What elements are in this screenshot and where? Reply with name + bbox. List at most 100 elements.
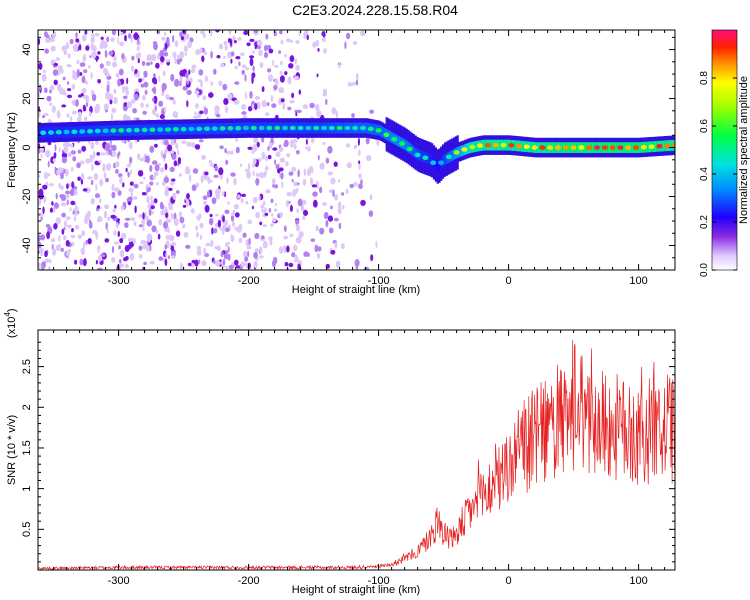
y-tick-label: 1 — [21, 486, 33, 492]
ridge-peak — [235, 126, 241, 131]
noise-speck — [234, 40, 237, 43]
noise-speck — [84, 217, 89, 224]
noise-speck — [296, 188, 299, 194]
spectrogram-panel: -300 -200 -100 0 100 -40-2002040 Height of s… — [6, 27, 678, 296]
noise-speck — [195, 144, 200, 150]
noise-speck — [94, 173, 98, 180]
ridge-peak — [344, 126, 350, 131]
noise-speck — [174, 218, 179, 226]
noise-speck — [272, 60, 274, 67]
noise-speck — [77, 235, 82, 239]
noise-speck — [360, 179, 363, 185]
noise-speck — [88, 158, 93, 162]
noise-speck — [122, 182, 124, 187]
noise-speck — [117, 37, 119, 45]
ridge-peak — [126, 128, 132, 133]
noise-speck — [191, 68, 195, 73]
noise-speck — [292, 179, 294, 183]
noise-speck — [100, 152, 105, 155]
noise-speck — [319, 163, 324, 170]
ridge-peak — [40, 130, 46, 135]
noise-speck — [48, 266, 50, 274]
noise-speck — [163, 71, 166, 77]
noise-speck — [161, 150, 164, 157]
noise-speck — [370, 194, 373, 200]
noise-speck — [245, 92, 247, 100]
ridge-peak — [321, 126, 327, 131]
noise-speck — [105, 143, 110, 151]
noise-speck — [290, 144, 293, 148]
noise-speck — [270, 223, 274, 226]
noise-speck — [264, 52, 268, 58]
ridge-peak — [157, 127, 163, 132]
noise-speck — [135, 74, 138, 78]
noise-speck — [261, 209, 264, 213]
noise-speck — [129, 157, 132, 164]
noise-speck — [244, 30, 249, 35]
noise-speck — [218, 167, 223, 175]
noise-speck — [236, 147, 240, 154]
noise-speck — [226, 177, 228, 183]
noise-speck — [329, 228, 334, 234]
noise-speck — [55, 144, 57, 151]
noise-speck — [89, 219, 91, 226]
noise-speck — [177, 150, 180, 156]
noise-speck — [165, 163, 168, 170]
noise-speck — [303, 104, 308, 109]
noise-speck — [276, 164, 280, 169]
noise-speck — [142, 61, 145, 66]
noise-speck — [45, 38, 50, 43]
noise-speck — [155, 113, 158, 117]
noise-speck — [95, 193, 100, 198]
noise-speck — [138, 58, 140, 63]
noise-speck — [327, 146, 332, 154]
noise-speck — [161, 93, 164, 97]
noise-speck — [151, 205, 155, 209]
noise-speck — [271, 95, 274, 102]
ridge-peak — [617, 145, 623, 150]
noise-speck — [317, 74, 319, 78]
noise-speck — [95, 184, 97, 191]
ridge-core — [451, 150, 453, 161]
ridge-peak — [602, 145, 608, 150]
noise-speck — [47, 96, 52, 102]
noise-speck — [83, 107, 86, 111]
noise-speck — [225, 45, 228, 50]
noise-speck — [242, 64, 247, 68]
noise-speck — [211, 227, 213, 234]
noise-speck — [91, 198, 95, 204]
noise-speck — [255, 248, 259, 252]
noise-speck — [67, 95, 72, 99]
noise-speck — [264, 171, 267, 176]
noise-speck — [241, 111, 246, 115]
noise-speck — [203, 248, 206, 256]
noise-speck — [210, 163, 215, 167]
ridge-peak — [407, 147, 413, 152]
noise-speck — [195, 91, 200, 95]
noise-speck — [247, 147, 252, 150]
noise-speck — [99, 160, 102, 163]
noise-speck — [360, 200, 366, 206]
noise-speck — [171, 213, 174, 220]
noise-speck — [107, 217, 110, 221]
noise-speck — [166, 59, 170, 62]
noise-speck — [219, 145, 223, 149]
ridge-peak — [173, 127, 179, 132]
ridge-peak — [446, 155, 452, 160]
noise-speck — [50, 39, 55, 42]
noise-speck — [105, 92, 111, 100]
noise-speck — [43, 70, 46, 73]
noise-speck — [294, 144, 297, 149]
noise-speck — [168, 188, 172, 191]
noise-speck — [238, 62, 240, 66]
noise-speck — [51, 238, 56, 242]
noise-speck — [67, 200, 69, 206]
y-tick-label: 1.5 — [21, 440, 33, 455]
noise-speck — [72, 111, 77, 115]
noise-speck — [358, 138, 360, 146]
noise-speck — [181, 36, 184, 40]
noise-speck — [222, 84, 227, 91]
noise-speck — [283, 245, 285, 250]
noise-speck — [104, 238, 109, 242]
snr-multiplier-close: ) — [6, 308, 18, 312]
